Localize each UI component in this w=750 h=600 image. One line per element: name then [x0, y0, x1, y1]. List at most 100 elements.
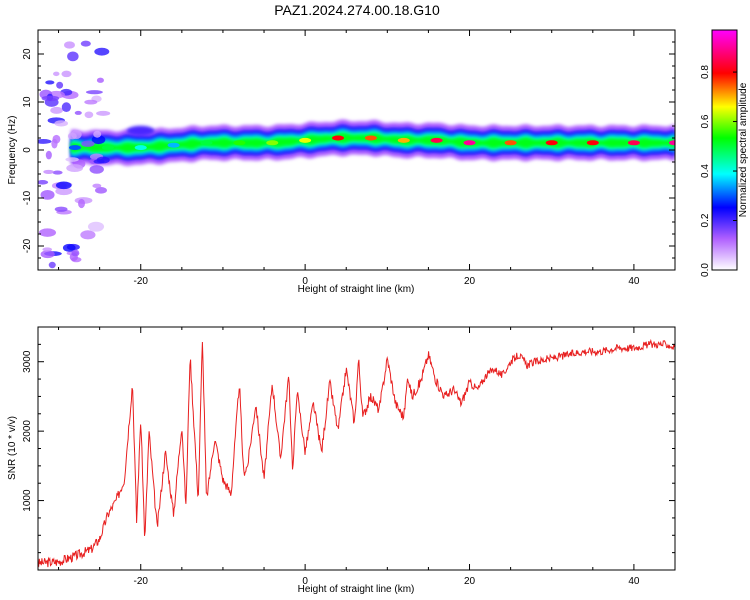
- y-tick-label: -20: [22, 238, 33, 253]
- noise-blob: [84, 111, 94, 119]
- noise-blob: [45, 150, 52, 160]
- colorbar-gradient: [712, 30, 737, 270]
- noise-blob: [55, 187, 73, 196]
- noise-blob: [55, 181, 72, 190]
- spectral-peak: [545, 140, 558, 146]
- noise-blob: [67, 51, 79, 62]
- noise-blob: [56, 81, 64, 89]
- noise-blob: [65, 157, 79, 162]
- snr-panel: -20 0 20 40 1000 2000 3000 Height of straight …: [7, 326, 676, 595]
- y-tick-label: 0: [22, 147, 33, 153]
- colorbar-tick-label: 0.2: [700, 213, 711, 227]
- spectral-band: [126, 125, 155, 136]
- y-tick-label: 10: [22, 96, 33, 108]
- x-tick-label: 20: [464, 276, 476, 287]
- noise-blob: [40, 189, 55, 200]
- noise-blob: [93, 130, 102, 138]
- spectral-peak: [68, 145, 81, 151]
- spectral-peak: [627, 140, 640, 146]
- spectrogram-axes: -20 0 20 40 -20 -10 0 10 20: [22, 29, 676, 287]
- y-tick-label: 20: [22, 48, 33, 60]
- colorbar: 0.0 0.2 0.4 0.6 0.8 Normalized spectral ampl…: [700, 29, 749, 277]
- noise-blob: [48, 261, 56, 269]
- noise-blob: [53, 71, 60, 77]
- noise-blob: [96, 110, 111, 116]
- x-tick-label: 0: [302, 276, 308, 287]
- noise-blob: [38, 180, 49, 185]
- snr-axes: -20 0 20 40 1000 2000 3000: [22, 326, 676, 587]
- x-tick-label: 40: [628, 276, 640, 287]
- colorbar-tick-label: 0.0: [700, 263, 711, 277]
- noise-blob: [62, 243, 76, 252]
- noise-blob: [54, 206, 68, 212]
- snr-series-line: [38, 338, 675, 568]
- noise-blob: [54, 120, 68, 127]
- spectral-band: [70, 132, 675, 153]
- noise-blob: [41, 95, 60, 102]
- noise-blob: [96, 77, 104, 83]
- spectral-peak: [504, 140, 517, 146]
- colorbar-ticks: 0.0 0.2 0.4 0.6 0.8: [700, 65, 737, 277]
- noise-blob: [94, 47, 110, 56]
- colorbar-frame: [711, 29, 738, 271]
- noise-blob: [43, 169, 54, 175]
- noise-blob: [91, 135, 106, 145]
- noise-blob: [38, 139, 52, 144]
- spectral-peak: [669, 140, 675, 146]
- colorbar-label: Normalized spectral amplitude: [738, 82, 749, 217]
- spectral-peak: [101, 145, 114, 151]
- spectral-peak: [299, 137, 312, 143]
- y-tick-label: 2000: [22, 420, 33, 443]
- spectral-peak: [233, 140, 246, 146]
- noise-blob: [51, 138, 58, 149]
- spectrogram-xlabel: Height of straight line (km): [298, 284, 415, 295]
- snr-ylabel: SNR (10 * v/v): [7, 416, 18, 480]
- spectral-peak: [397, 137, 410, 143]
- x-tick-label: 20: [464, 576, 476, 587]
- noise-blob: [74, 110, 82, 115]
- noise-blob: [71, 249, 80, 257]
- chart-title: PAZ1.2024.274.00.18.G10: [274, 2, 440, 18]
- noise-blob: [80, 230, 96, 240]
- colorbar-tick-label: 0.6: [700, 114, 711, 128]
- spectral-peak: [266, 140, 279, 146]
- spectral-peak: [332, 135, 345, 141]
- colorbar-tick-label: 0.4: [700, 164, 711, 178]
- spectral-peak: [134, 145, 147, 151]
- noise-blob: [66, 164, 84, 173]
- y-tick-label: -10: [22, 190, 33, 205]
- noise-blob: [50, 106, 63, 114]
- spectral-peak: [200, 140, 213, 146]
- noise-blob: [80, 40, 91, 47]
- noise-blob: [45, 80, 55, 85]
- spectrogram-ylabel: Frequency (Hz): [7, 116, 18, 185]
- y-tick-label: 1000: [22, 489, 33, 512]
- noise-blob: [63, 41, 76, 49]
- noise-blob: [89, 165, 104, 174]
- noise-blob: [84, 99, 98, 105]
- noise-blob: [93, 159, 105, 164]
- spectrogram-panel: -20 0 20 40 -20 -10 0 10 20 Height of straight l…: [7, 29, 676, 295]
- spectral-peak: [364, 135, 377, 141]
- noise-blob: [52, 170, 63, 175]
- spectral-peak: [167, 142, 180, 148]
- x-tick-label: -20: [134, 576, 149, 587]
- noise-blob: [61, 70, 72, 78]
- spectral-peak: [586, 140, 599, 146]
- noise-blob: [85, 90, 103, 95]
- noise-blob: [61, 102, 71, 113]
- spectrogram-image: [38, 40, 675, 269]
- snr-xlabel: Height of straight line (km): [298, 584, 415, 595]
- noise-blob: [92, 183, 102, 188]
- noise-blob: [40, 250, 55, 259]
- x-tick-label: -20: [134, 276, 149, 287]
- colorbar-tick-label: 0.8: [700, 65, 711, 79]
- noise-blob: [87, 221, 105, 232]
- spectral-peak: [430, 137, 443, 143]
- noise-blob: [38, 228, 57, 237]
- noise-blob: [95, 187, 107, 194]
- noise-blob: [81, 140, 95, 147]
- snr-background: [38, 327, 675, 570]
- x-tick-label: 0: [302, 576, 308, 587]
